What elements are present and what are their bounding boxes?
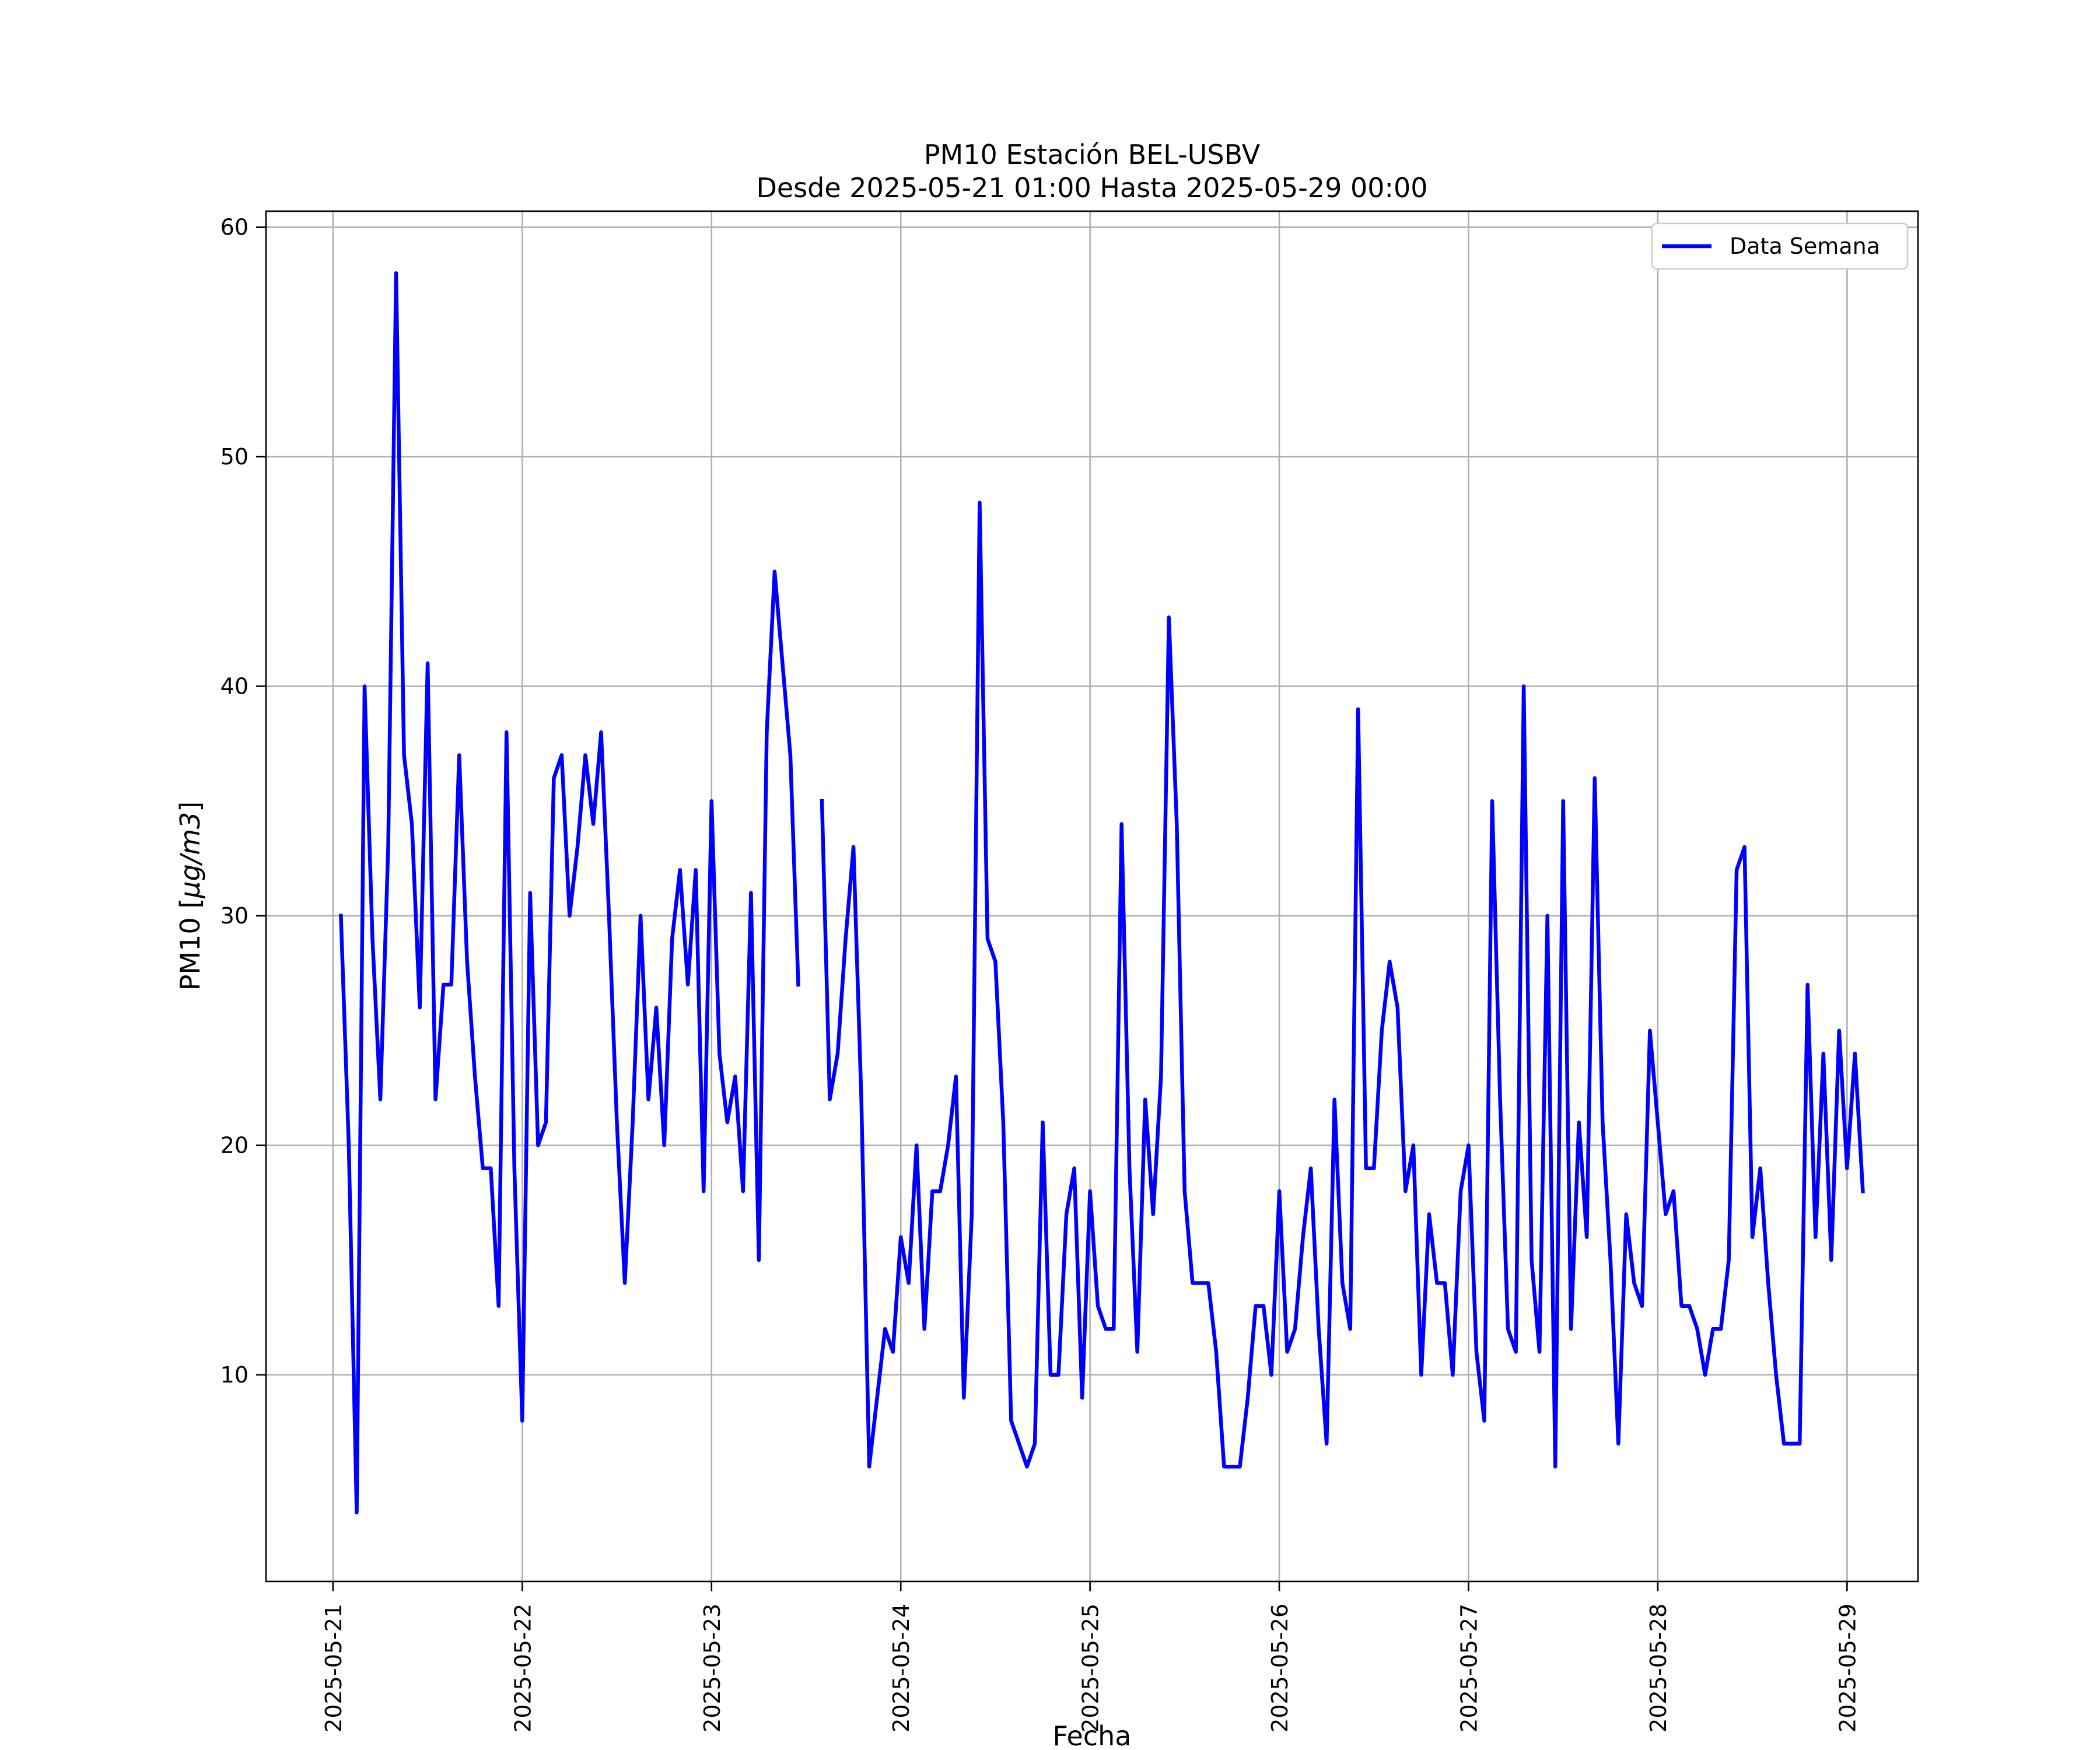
axis-ticks: 2025-05-21 2025-05-22 2025-05-23 2025-05-24… xyxy=(220,215,1861,1732)
y-axis-label-suffix: ] xyxy=(174,802,206,812)
x-tick-label: 2025-05-23 xyxy=(699,1604,725,1732)
y-tick-label: 50 xyxy=(220,444,249,470)
x-tick-label: 2025-05-26 xyxy=(1267,1604,1293,1732)
legend-label: Data Semana xyxy=(1730,233,1880,259)
x-tick-label: 2025-05-29 xyxy=(1835,1604,1860,1732)
chart-subtitle: Desde 2025-05-21 01:00 Hasta 2025-05-29 … xyxy=(756,172,1427,204)
x-axis-label: Fecha xyxy=(1053,1720,1132,1750)
x-tick-label: 2025-05-25 xyxy=(1078,1604,1104,1732)
y-tick-label: 40 xyxy=(220,673,249,699)
legend: Data Semana xyxy=(1651,222,1909,270)
legend-box xyxy=(1651,222,1909,270)
x-tick-label: 2025-05-28 xyxy=(1646,1604,1671,1732)
y-tick-label: 10 xyxy=(220,1362,249,1388)
y-tick-label: 20 xyxy=(220,1132,249,1158)
grid-lines xyxy=(266,211,1918,1581)
x-tick-label: 2025-05-24 xyxy=(888,1604,914,1732)
x-tick-label: 2025-05-21 xyxy=(321,1604,346,1732)
series-layer xyxy=(339,271,1865,1515)
plot-frame xyxy=(265,210,1919,1583)
y-axis-label-prefix: PM10 [ xyxy=(174,898,206,991)
series-line-0 xyxy=(820,501,1865,1469)
y-tick-label: 30 xyxy=(220,903,249,929)
x-tick-label: 2025-05-27 xyxy=(1456,1604,1482,1732)
y-axis-label-unit: μg/m3 xyxy=(174,812,206,899)
chart-title: PM10 Estación BEL-USBV xyxy=(924,139,1261,170)
series-line-0 xyxy=(339,271,800,1515)
y-tick-label: 60 xyxy=(220,215,249,240)
y-axis-label: PM10 [μg/m3] xyxy=(174,802,206,991)
x-tick-label: 2025-05-22 xyxy=(510,1604,536,1732)
